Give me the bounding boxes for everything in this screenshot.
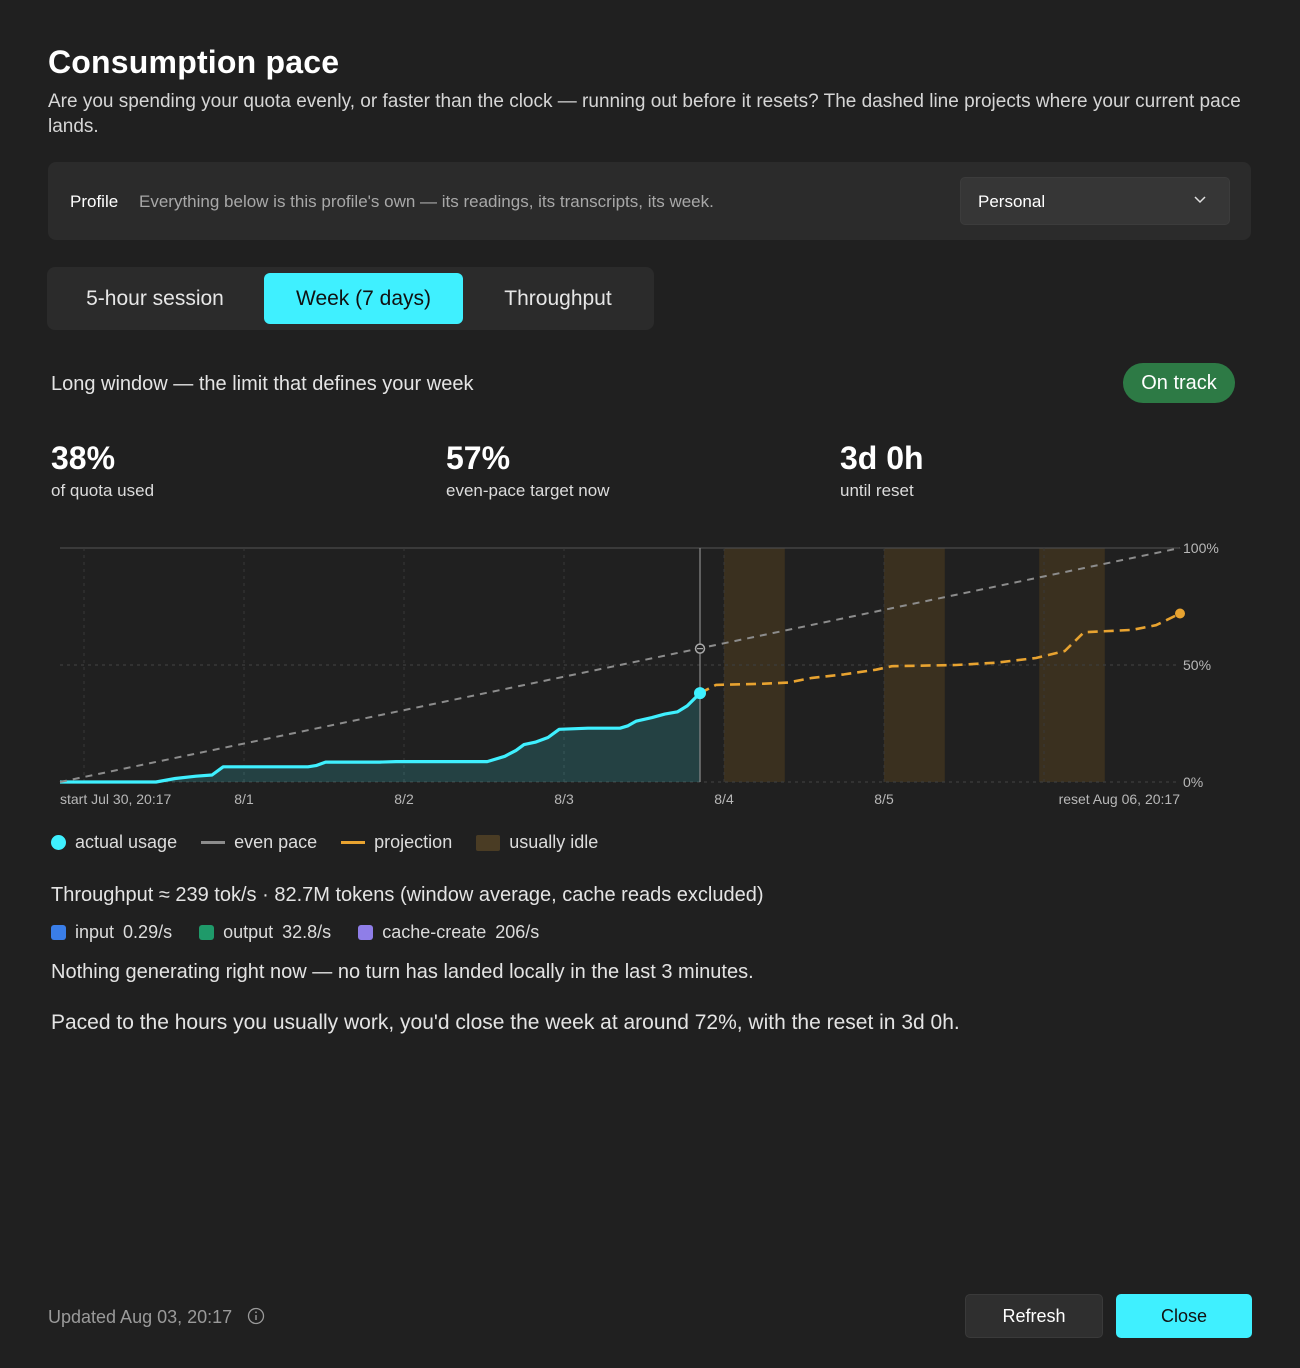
y-tick-label: 100% <box>1183 540 1219 556</box>
throughput-input: input 0.29/s <box>51 922 172 943</box>
close-button[interactable]: Close <box>1116 1294 1252 1338</box>
profile-card: Profile Everything below is this profile… <box>48 162 1251 240</box>
legend-actual-usage: actual usage <box>51 832 177 853</box>
generation-status: Nothing generating right now — no turn h… <box>51 961 754 983</box>
stat-value: 3d 0h <box>840 440 924 476</box>
legend-usually-idle: usually idle <box>476 832 598 853</box>
stat-even-pace-target: 57% even-pace target now <box>446 440 610 501</box>
window-tabs: 5-hour session Week (7 days) Throughput <box>47 267 654 330</box>
updated-timestamp: Updated Aug 03, 20:17 <box>48 1307 233 1327</box>
throughput-item-label: input <box>75 922 115 942</box>
profile-dropdown-value: Personal <box>978 192 1046 211</box>
swatch-icon <box>51 925 66 940</box>
legend-projection: projection <box>341 832 452 853</box>
x-tick-label: 8/5 <box>874 791 894 807</box>
tab-throughput[interactable]: Throughput <box>504 286 612 310</box>
stat-value: 57% <box>446 440 511 476</box>
stat-label: until reset <box>840 481 914 500</box>
actual-usage-line <box>60 691 702 784</box>
throughput-item-value: 206/s <box>495 922 540 942</box>
projection-summary: Paced to the hours you usually work, you… <box>51 1011 960 1034</box>
chevron-down-icon <box>1194 196 1206 204</box>
window-description: Long window — the limit that defines you… <box>51 373 474 395</box>
legend-label: even pace <box>234 832 318 852</box>
projection-end-point <box>1175 608 1185 619</box>
stat-label: even-pace target now <box>446 481 610 500</box>
profile-dropdown[interactable]: Personal <box>960 177 1230 225</box>
status-badge: On track <box>1123 363 1235 403</box>
stat-quota-used: 38% of quota used <box>51 440 154 501</box>
chart-legend: actual usage even pace projection usuall… <box>51 832 622 853</box>
actual-usage-area <box>60 693 700 782</box>
swatch-icon <box>199 925 215 940</box>
x-tick-label: reset Aug 06, 20:17 <box>1059 791 1181 807</box>
stat-label: of quota used <box>51 481 155 500</box>
y-tick-label: 0% <box>1183 774 1203 790</box>
legend-label: actual usage <box>75 832 178 852</box>
legend-label: projection <box>374 832 453 852</box>
projection-line <box>699 612 1181 695</box>
actual-usage-point <box>694 687 706 700</box>
throughput-item-value: 32.8/s <box>282 922 332 942</box>
legend-even-pace: even pace <box>201 832 317 853</box>
even-pace-line <box>59 547 1181 783</box>
throughput-item-label: output <box>223 922 274 942</box>
throughput-summary: Throughput ≈ 239 tok/s · 82.7M tokens (w… <box>51 884 764 906</box>
refresh-button[interactable]: Refresh <box>965 1294 1103 1338</box>
x-tick-label: 8/3 <box>554 791 574 807</box>
page-subtitle: Are you spending your quota evenly, or f… <box>48 91 1241 137</box>
throughput-cache-create: cache-create 206/s <box>358 922 539 943</box>
x-tick-label: 8/2 <box>394 791 414 807</box>
legend-line-icon <box>341 841 366 844</box>
x-tick-label: start Jul 30, 20:17 <box>60 791 172 807</box>
throughput-item-value: 0.29/s <box>123 922 173 942</box>
swatch-icon <box>358 925 374 940</box>
throughput-breakdown: input 0.29/s output 32.8/s cache-create … <box>51 922 566 943</box>
x-tick-label: 8/1 <box>234 791 254 807</box>
stat-value: 38% <box>51 440 116 476</box>
throughput-output: output 32.8/s <box>199 922 331 943</box>
profile-label: Profile <box>70 192 119 211</box>
tab-5-hour-session[interactable]: 5-hour session <box>86 286 224 310</box>
idle-band <box>1039 548 1105 782</box>
legend-box-icon <box>476 834 501 851</box>
tab-week[interactable]: Week (7 days) <box>264 273 463 324</box>
throughput-item-label: cache-create <box>382 922 487 942</box>
consumption-chart: 100% 50% 0% start Jul 30, 20:17 8/1 8/2 8/3 8/4… <box>59 540 1219 807</box>
legend-line-icon <box>201 841 226 844</box>
legend-dot-icon <box>51 835 66 850</box>
info-icon[interactable] <box>247 1307 265 1325</box>
legend-label: usually idle <box>509 832 599 852</box>
y-tick-label: 50% <box>1183 657 1211 673</box>
x-tick-label: 8/4 <box>714 791 734 807</box>
page-title: Consumption pace <box>48 44 340 80</box>
profile-description: Everything below is this profile's own —… <box>139 192 714 211</box>
stat-until-reset: 3d 0h until reset <box>840 440 924 501</box>
